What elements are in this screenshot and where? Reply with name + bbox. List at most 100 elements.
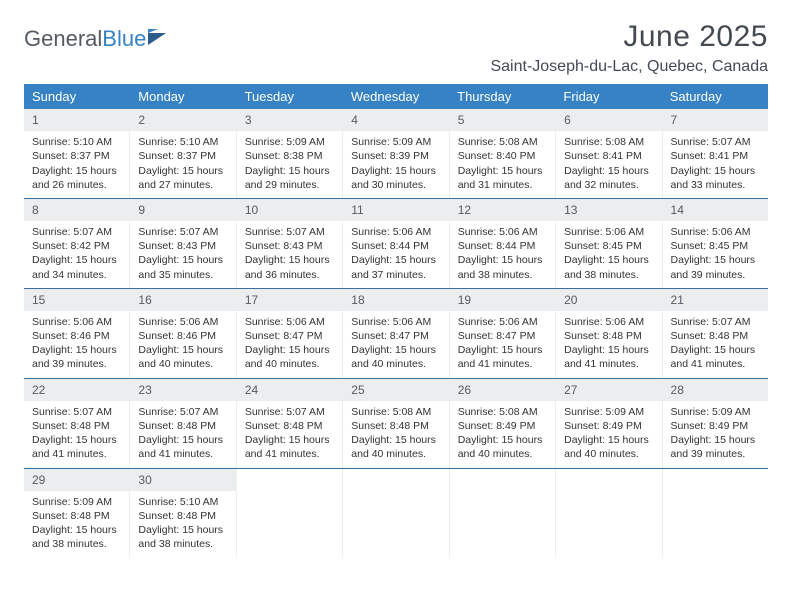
calendar-day-cell: 29Sunrise: 5:09 AMSunset: 8:48 PMDayligh… (24, 469, 130, 558)
calendar-day-cell: 7Sunrise: 5:07 AMSunset: 8:41 PMDaylight… (663, 109, 768, 198)
day-number: 21 (663, 289, 768, 311)
day-details: Sunrise: 5:09 AMSunset: 8:39 PMDaylight:… (343, 131, 448, 198)
sunrise-line: Sunrise: 5:06 AM (351, 315, 440, 329)
daylight-line-1: Daylight: 15 hours (138, 253, 227, 267)
daylight-line-1: Daylight: 15 hours (32, 253, 121, 267)
calendar-day-cell: 3Sunrise: 5:09 AMSunset: 8:38 PMDaylight… (237, 109, 343, 198)
sunrise-line: Sunrise: 5:06 AM (245, 315, 334, 329)
brand-logo: GeneralBlue (24, 26, 168, 52)
daylight-line-2: and 41 minutes. (671, 357, 760, 371)
day-number: 29 (24, 469, 129, 491)
sunset-line: Sunset: 8:42 PM (32, 239, 121, 253)
calendar-week-row: 29Sunrise: 5:09 AMSunset: 8:48 PMDayligh… (24, 468, 768, 558)
day-details: Sunrise: 5:08 AMSunset: 8:49 PMDaylight:… (450, 401, 555, 468)
daylight-line-1: Daylight: 15 hours (245, 433, 334, 447)
sunrise-line: Sunrise: 5:10 AM (138, 495, 227, 509)
page-header: GeneralBlue June 2025 Saint-Joseph-du-La… (24, 20, 768, 76)
calendar-day-cell (450, 469, 556, 558)
sunrise-line: Sunrise: 5:07 AM (138, 405, 227, 419)
sunset-line: Sunset: 8:48 PM (32, 509, 121, 523)
sunset-line: Sunset: 8:41 PM (564, 149, 653, 163)
daylight-line-2: and 37 minutes. (351, 268, 440, 282)
sunset-line: Sunset: 8:39 PM (351, 149, 440, 163)
calendar-day-cell: 26Sunrise: 5:08 AMSunset: 8:49 PMDayligh… (450, 379, 556, 468)
location-line: Saint-Joseph-du-Lac, Quebec, Canada (490, 58, 768, 76)
daylight-line-1: Daylight: 15 hours (32, 164, 121, 178)
weekday-header: Tuesday (237, 84, 343, 109)
calendar-day-cell: 13Sunrise: 5:06 AMSunset: 8:45 PMDayligh… (556, 199, 662, 288)
sunrise-line: Sunrise: 5:06 AM (671, 225, 760, 239)
day-number: 13 (556, 199, 661, 221)
sunset-line: Sunset: 8:48 PM (138, 509, 227, 523)
day-number: 25 (343, 379, 448, 401)
sunrise-line: Sunrise: 5:08 AM (564, 135, 653, 149)
day-number: 26 (450, 379, 555, 401)
daylight-line-2: and 40 minutes. (138, 357, 227, 371)
day-number: 2 (130, 109, 235, 131)
day-number: 8 (24, 199, 129, 221)
sunrise-line: Sunrise: 5:06 AM (138, 315, 227, 329)
daylight-line-1: Daylight: 15 hours (671, 343, 760, 357)
daylight-line-2: and 38 minutes. (564, 268, 653, 282)
sunrise-line: Sunrise: 5:07 AM (245, 225, 334, 239)
day-details: Sunrise: 5:06 AMSunset: 8:45 PMDaylight:… (663, 221, 768, 288)
daylight-line-2: and 29 minutes. (245, 178, 334, 192)
calendar-day-cell: 1Sunrise: 5:10 AMSunset: 8:37 PMDaylight… (24, 109, 130, 198)
day-number: 15 (24, 289, 129, 311)
calendar-week-row: 1Sunrise: 5:10 AMSunset: 8:37 PMDaylight… (24, 109, 768, 198)
day-number: 14 (663, 199, 768, 221)
daylight-line-2: and 40 minutes. (458, 447, 547, 461)
daylight-line-2: and 41 minutes. (564, 357, 653, 371)
day-details: Sunrise: 5:08 AMSunset: 8:41 PMDaylight:… (556, 131, 661, 198)
calendar-day-cell: 14Sunrise: 5:06 AMSunset: 8:45 PMDayligh… (663, 199, 768, 288)
sunrise-line: Sunrise: 5:08 AM (351, 405, 440, 419)
sunrise-line: Sunrise: 5:07 AM (32, 405, 121, 419)
brand-part1: General (24, 26, 102, 52)
daylight-line-2: and 31 minutes. (458, 178, 547, 192)
daylight-line-1: Daylight: 15 hours (138, 164, 227, 178)
sunrise-line: Sunrise: 5:07 AM (671, 135, 760, 149)
day-details: Sunrise: 5:07 AMSunset: 8:41 PMDaylight:… (663, 131, 768, 198)
day-details: Sunrise: 5:07 AMSunset: 8:43 PMDaylight:… (130, 221, 235, 288)
calendar-page: GeneralBlue June 2025 Saint-Joseph-du-La… (0, 0, 792, 577)
weekday-header-row: Sunday Monday Tuesday Wednesday Thursday… (24, 84, 768, 109)
day-details: Sunrise: 5:06 AMSunset: 8:45 PMDaylight:… (556, 221, 661, 288)
day-number: 5 (450, 109, 555, 131)
daylight-line-2: and 38 minutes. (138, 537, 227, 551)
calendar-day-cell (663, 469, 768, 558)
sunset-line: Sunset: 8:48 PM (351, 419, 440, 433)
calendar-day-cell: 22Sunrise: 5:07 AMSunset: 8:48 PMDayligh… (24, 379, 130, 468)
day-number: 20 (556, 289, 661, 311)
daylight-line-1: Daylight: 15 hours (671, 164, 760, 178)
day-details: Sunrise: 5:06 AMSunset: 8:44 PMDaylight:… (450, 221, 555, 288)
sunset-line: Sunset: 8:45 PM (564, 239, 653, 253)
day-details: Sunrise: 5:06 AMSunset: 8:47 PMDaylight:… (237, 311, 342, 378)
daylight-line-2: and 39 minutes. (32, 357, 121, 371)
sunset-line: Sunset: 8:49 PM (458, 419, 547, 433)
calendar-day-cell (237, 469, 343, 558)
day-details: Sunrise: 5:09 AMSunset: 8:49 PMDaylight:… (663, 401, 768, 468)
day-number: 27 (556, 379, 661, 401)
sunset-line: Sunset: 8:44 PM (458, 239, 547, 253)
logo-flag-icon (148, 29, 168, 50)
sunset-line: Sunset: 8:43 PM (138, 239, 227, 253)
daylight-line-2: and 38 minutes. (32, 537, 121, 551)
sunset-line: Sunset: 8:47 PM (351, 329, 440, 343)
day-number: 19 (450, 289, 555, 311)
sunrise-line: Sunrise: 5:06 AM (564, 225, 653, 239)
daylight-line-2: and 39 minutes. (671, 447, 760, 461)
daylight-line-1: Daylight: 15 hours (351, 164, 440, 178)
calendar-day-cell: 15Sunrise: 5:06 AMSunset: 8:46 PMDayligh… (24, 289, 130, 378)
day-details: Sunrise: 5:09 AMSunset: 8:48 PMDaylight:… (24, 491, 129, 558)
day-details: Sunrise: 5:06 AMSunset: 8:44 PMDaylight:… (343, 221, 448, 288)
sunrise-line: Sunrise: 5:06 AM (564, 315, 653, 329)
daylight-line-1: Daylight: 15 hours (351, 343, 440, 357)
sunset-line: Sunset: 8:40 PM (458, 149, 547, 163)
day-number: 30 (130, 469, 235, 491)
day-details: Sunrise: 5:06 AMSunset: 8:47 PMDaylight:… (450, 311, 555, 378)
daylight-line-2: and 40 minutes. (351, 447, 440, 461)
sunset-line: Sunset: 8:38 PM (245, 149, 334, 163)
sunrise-line: Sunrise: 5:06 AM (32, 315, 121, 329)
sunset-line: Sunset: 8:48 PM (32, 419, 121, 433)
day-number: 24 (237, 379, 342, 401)
